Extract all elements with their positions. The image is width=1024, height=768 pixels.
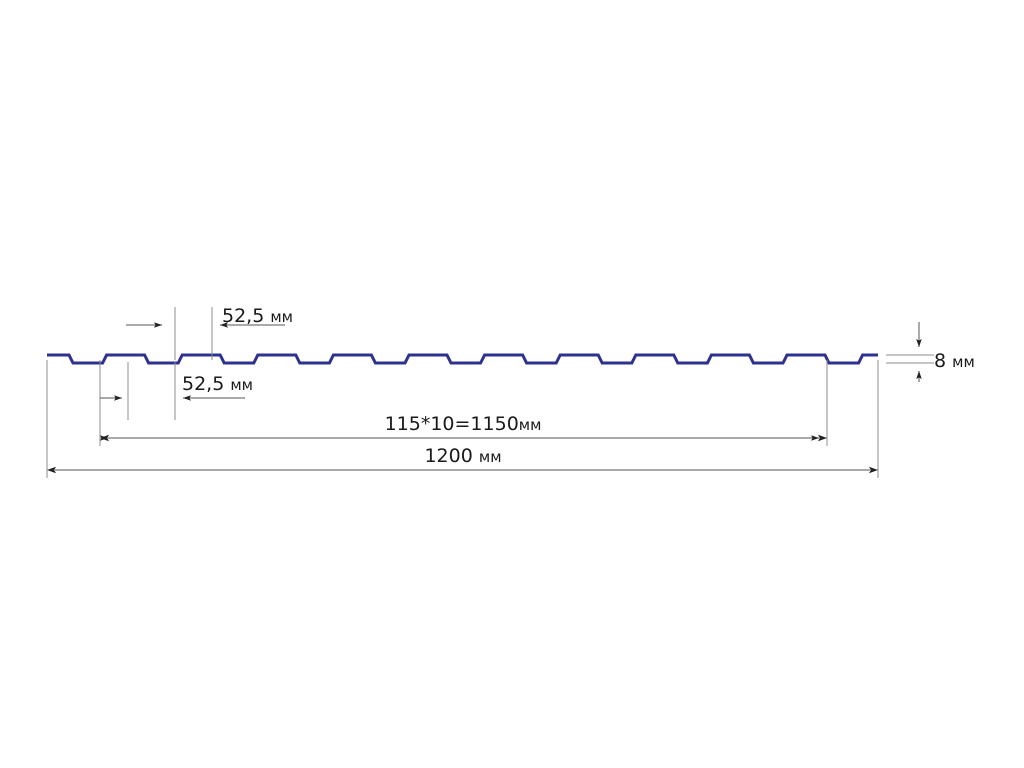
arrow-working-right [818, 434, 827, 442]
arrow-total-left [47, 466, 56, 474]
dimension-label-pitch-top: 52,5 мм [222, 305, 293, 327]
dimension-label-working-width: 115*10=1150мм [385, 413, 542, 435]
working-width-number: 115*10=1150 [385, 413, 519, 435]
pitch-top-unit: мм [270, 308, 293, 326]
pitch-bottom-number: 52,5 [182, 373, 224, 395]
sheet-profile-line [47, 353, 878, 365]
total-width-number: 1200 [424, 445, 472, 467]
sheet-profile-group [47, 353, 878, 365]
dimension-height: 8 мм [916, 322, 975, 382]
working-width-unit: мм [519, 416, 542, 434]
height-number: 8 [934, 350, 946, 372]
dimension-label-height: 8 мм [934, 350, 975, 372]
extension-lines-group [46, 307, 934, 478]
dimension-label-pitch-bottom: 52,5 мм [182, 373, 253, 395]
pitch-top-number: 52,5 [222, 305, 264, 327]
dimension-pitch-top: 52,5 мм [126, 305, 293, 328]
dimension-total-width: 1200 мм [47, 445, 878, 474]
arrow-total-right [869, 466, 878, 474]
dimension-label-total-width: 1200 мм [424, 445, 501, 467]
total-width-unit: мм [479, 448, 502, 466]
dimension-working-width: 115*10=1150мм [100, 413, 827, 442]
arrow-working-left [100, 434, 109, 442]
dimension-pitch-bottom: 52,5 мм [100, 373, 253, 401]
height-unit: мм [952, 353, 975, 371]
pitch-bottom-unit: мм [230, 376, 253, 394]
